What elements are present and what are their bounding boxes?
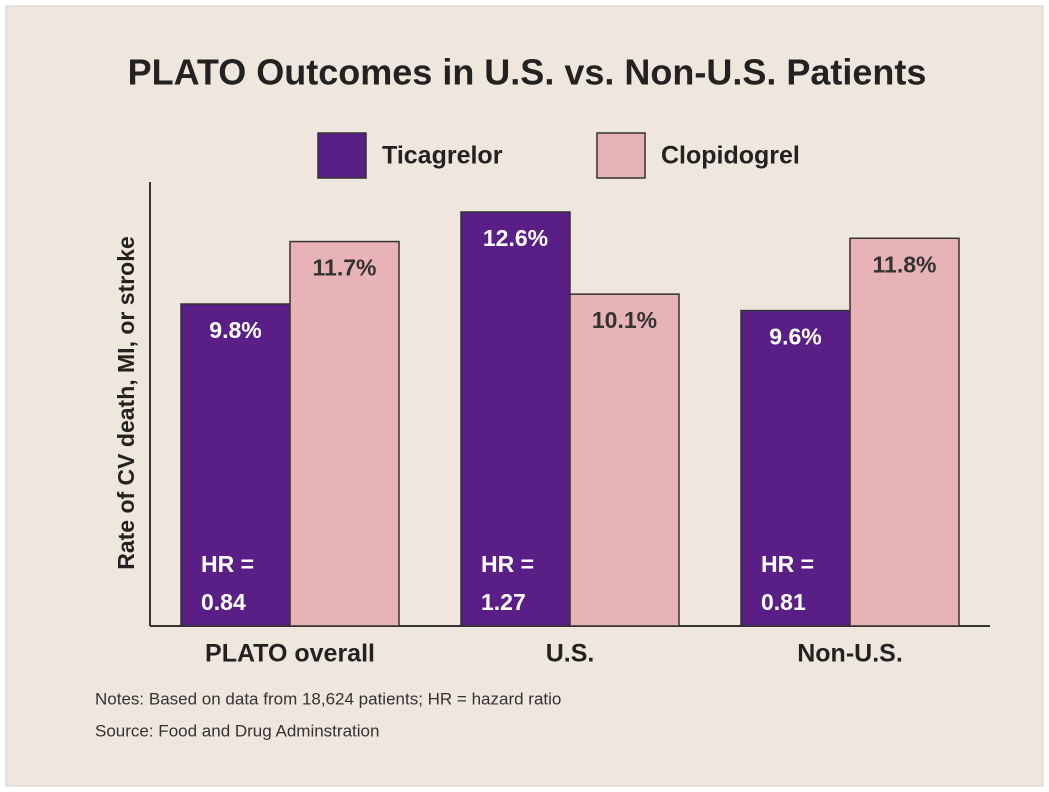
hr-label: HR = xyxy=(761,551,814,577)
bar xyxy=(289,240,400,627)
bar xyxy=(180,303,291,627)
hr-value: 0.81 xyxy=(761,589,806,615)
hr-value: 0.84 xyxy=(201,589,246,615)
legend-swatch xyxy=(596,132,646,179)
y-axis-label: Rate of CV death, MI, or stroke xyxy=(113,236,139,570)
value-label: 11.7% xyxy=(313,255,377,281)
hr-label: HR = xyxy=(481,551,534,577)
hr-label: HR = xyxy=(201,551,254,577)
bar xyxy=(849,237,960,627)
value-label: 10.1% xyxy=(592,307,657,333)
hr-value: 1.27 xyxy=(481,589,526,615)
bar xyxy=(460,211,571,627)
source: Source: Food and Drug Adminstration xyxy=(95,721,379,740)
value-label: 9.6% xyxy=(769,324,821,350)
x-tick-label: U.S. xyxy=(546,640,595,668)
value-label: 12.6% xyxy=(483,225,548,251)
legend-swatch xyxy=(317,132,367,179)
value-label: 11.8% xyxy=(873,251,937,277)
legend-label: Ticagrelor xyxy=(382,142,503,170)
bar xyxy=(569,293,680,627)
x-tick-label: PLATO overall xyxy=(205,640,375,668)
x-tick-label: Non-U.S. xyxy=(797,640,903,668)
notes: Notes: Based on data from 18,624 patient… xyxy=(95,689,561,708)
value-label: 9.8% xyxy=(209,317,261,343)
bar xyxy=(740,309,851,627)
legend-label: Clopidogrel xyxy=(661,142,800,170)
chart-title: PLATO Outcomes in U.S. vs. Non-U.S. Pati… xyxy=(128,52,927,93)
